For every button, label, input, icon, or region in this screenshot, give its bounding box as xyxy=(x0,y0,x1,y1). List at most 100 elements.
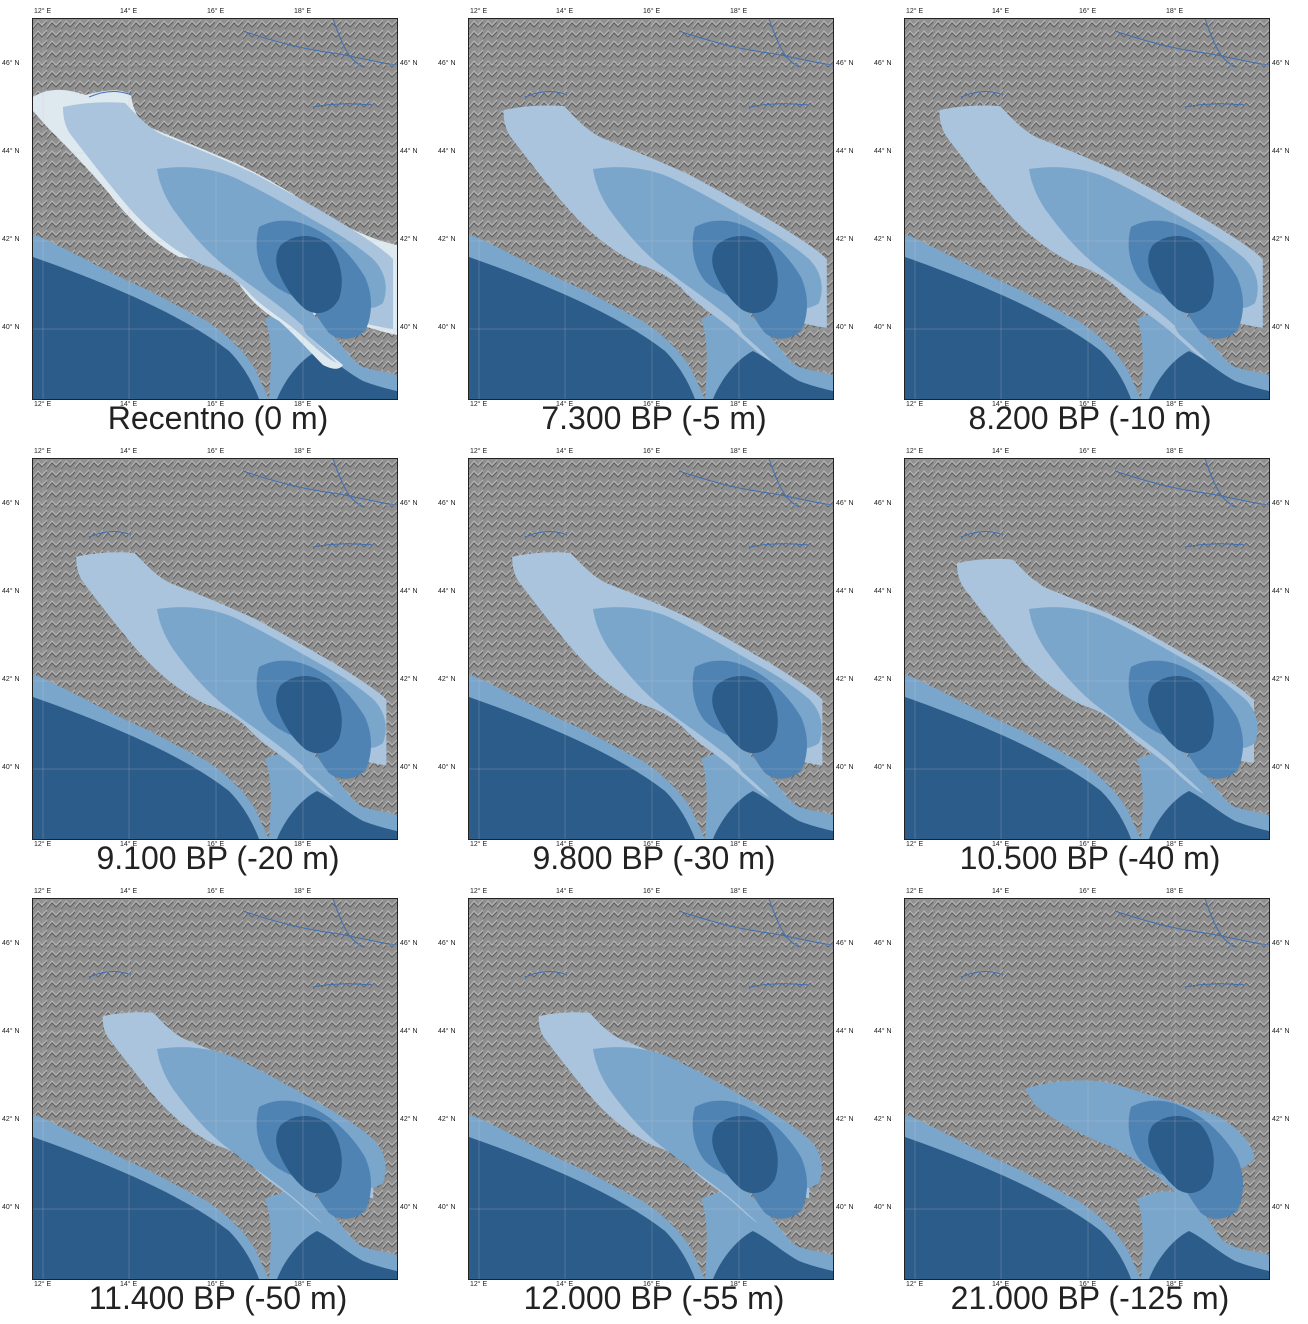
ionian-sea xyxy=(713,351,833,399)
latitude-tick-label: 46° N xyxy=(1272,940,1290,947)
longitude-tick-label: 12° E xyxy=(470,448,488,455)
latitude-tick-label: 42° N xyxy=(2,1116,20,1123)
latitude-tick-label: 40° N xyxy=(438,324,456,331)
latitude-tick-label: 42° N xyxy=(836,1116,854,1123)
map-panel: 12° E 12° E 14° E 14° E 16° E 16° E 18° E 18° E… xyxy=(0,880,436,1320)
longitude-tick-label: 14° E xyxy=(992,841,1010,848)
latitude-tick-label: 40° N xyxy=(874,1204,892,1211)
latitude-tick-label: 46° N xyxy=(2,60,20,67)
longitude-tick-label: 16° E xyxy=(207,888,225,895)
latitude-tick-label: 42° N xyxy=(400,676,418,683)
river-line xyxy=(960,970,1004,978)
latitude-tick-label: 42° N xyxy=(1272,1116,1290,1123)
latitude-tick-label: 44° N xyxy=(400,1028,418,1035)
latitude-tick-label: 40° N xyxy=(400,1204,418,1211)
panel-caption: Recentno (0 m) xyxy=(107,400,329,436)
river-line xyxy=(524,530,568,538)
latitude-tick-label: 46° N xyxy=(836,500,854,507)
longitude-tick-label: 16° E xyxy=(207,8,225,15)
river-line xyxy=(678,470,833,506)
longitude-tick-label: 12° E xyxy=(470,8,488,15)
ionian-sea xyxy=(1149,1231,1269,1279)
river-line xyxy=(768,19,800,68)
tyrrhenian-sea xyxy=(905,257,1131,399)
map-panel: 12° E 12° E 14° E 14° E 16° E 16° E 18° E 18° E… xyxy=(0,440,436,880)
longitude-tick-label: 18° E xyxy=(730,841,748,848)
longitude-tick-label: 12° E xyxy=(470,401,488,408)
latitude-tick-label: 40° N xyxy=(438,764,456,771)
map-svg xyxy=(469,19,833,399)
longitude-tick-label: 18° E xyxy=(1166,841,1184,848)
map-panel: 12° E 12° E 14° E 14° E 16° E 16° E 18° E 18° E… xyxy=(0,0,436,440)
ionian-sea xyxy=(277,351,397,399)
latitude-tick-label: 46° N xyxy=(400,940,418,947)
river-line xyxy=(242,30,397,66)
river-line xyxy=(768,899,800,948)
map-panel: 12° E 12° E 14° E 14° E 16° E 16° E 18° E 18° E… xyxy=(872,880,1308,1320)
latitude-tick-label: 46° N xyxy=(1272,60,1290,67)
latitude-tick-label: 44° N xyxy=(2,1028,20,1035)
paleogeographic-map xyxy=(904,458,1270,840)
longitude-tick-label: 12° E xyxy=(906,841,924,848)
ionian-sea xyxy=(713,1231,833,1279)
latitude-tick-label: 40° N xyxy=(874,764,892,771)
latitude-tick-label: 40° N xyxy=(836,1204,854,1211)
longitude-tick-label: 14° E xyxy=(992,448,1010,455)
latitude-tick-label: 44° N xyxy=(874,148,892,155)
ionian-sea xyxy=(713,791,833,839)
map-panel: 12° E 12° E 14° E 14° E 16° E 16° E 18° E 18° E… xyxy=(872,0,1308,440)
longitude-tick-label: 18° E xyxy=(730,1281,748,1288)
longitude-tick-label: 18° E xyxy=(730,888,748,895)
latitude-tick-label: 44° N xyxy=(836,588,854,595)
longitude-tick-label: 16° E xyxy=(643,888,661,895)
river-line xyxy=(1204,19,1236,68)
deep-basin xyxy=(712,1116,778,1194)
river-line xyxy=(312,543,374,548)
longitude-tick-label: 12° E xyxy=(34,888,52,895)
latitude-tick-label: 42° N xyxy=(1272,236,1290,243)
longitude-tick-label: 14° E xyxy=(120,448,138,455)
tyrrhenian-sea xyxy=(33,697,259,839)
map-panel: 12° E 12° E 14° E 14° E 16° E 16° E 18° E 18° E… xyxy=(436,880,872,1320)
longitude-tick-label: 14° E xyxy=(556,8,574,15)
longitude-tick-label: 14° E xyxy=(120,8,138,15)
map-svg xyxy=(33,19,397,399)
latitude-tick-label: 46° N xyxy=(2,500,20,507)
longitude-tick-label: 18° E xyxy=(294,1281,312,1288)
latitude-tick-label: 40° N xyxy=(2,324,20,331)
longitude-tick-label: 12° E xyxy=(470,841,488,848)
panel-caption: 7.300 BP (-5 m) xyxy=(541,400,767,436)
latitude-tick-label: 46° N xyxy=(400,60,418,67)
latitude-tick-label: 42° N xyxy=(438,236,456,243)
tyrrhenian-sea xyxy=(469,1137,695,1279)
panel-caption: 12.000 BP (-55 m) xyxy=(523,1280,785,1316)
longitude-tick-label: 16° E xyxy=(1079,8,1097,15)
map-svg xyxy=(905,459,1269,839)
latitude-tick-label: 40° N xyxy=(2,1204,20,1211)
paleogeographic-map xyxy=(468,18,834,400)
paleogeographic-map xyxy=(468,898,834,1280)
latitude-tick-label: 46° N xyxy=(874,60,892,67)
latitude-tick-label: 44° N xyxy=(1272,148,1290,155)
river-line xyxy=(332,459,364,508)
longitude-tick-label: 16° E xyxy=(1079,841,1097,848)
river-line xyxy=(88,530,132,538)
longitude-tick-label: 14° E xyxy=(556,1281,574,1288)
river-line xyxy=(960,530,1004,538)
latitude-tick-label: 44° N xyxy=(874,1028,892,1035)
longitude-tick-label: 18° E xyxy=(294,841,312,848)
map-panel: 12° E 12° E 14° E 14° E 16° E 16° E 18° E 18° E… xyxy=(436,440,872,880)
deep-basin xyxy=(1148,676,1214,754)
river-line xyxy=(332,19,364,68)
river-line xyxy=(748,103,810,108)
longitude-tick-label: 18° E xyxy=(730,448,748,455)
longitude-tick-label: 18° E xyxy=(1166,8,1184,15)
river-line xyxy=(312,103,374,108)
latitude-tick-label: 42° N xyxy=(400,236,418,243)
latitude-tick-label: 46° N xyxy=(2,940,20,947)
river-line xyxy=(524,970,568,978)
map-svg xyxy=(33,899,397,1279)
deep-basin xyxy=(276,236,342,314)
latitude-tick-label: 42° N xyxy=(400,1116,418,1123)
latitude-tick-label: 46° N xyxy=(836,60,854,67)
